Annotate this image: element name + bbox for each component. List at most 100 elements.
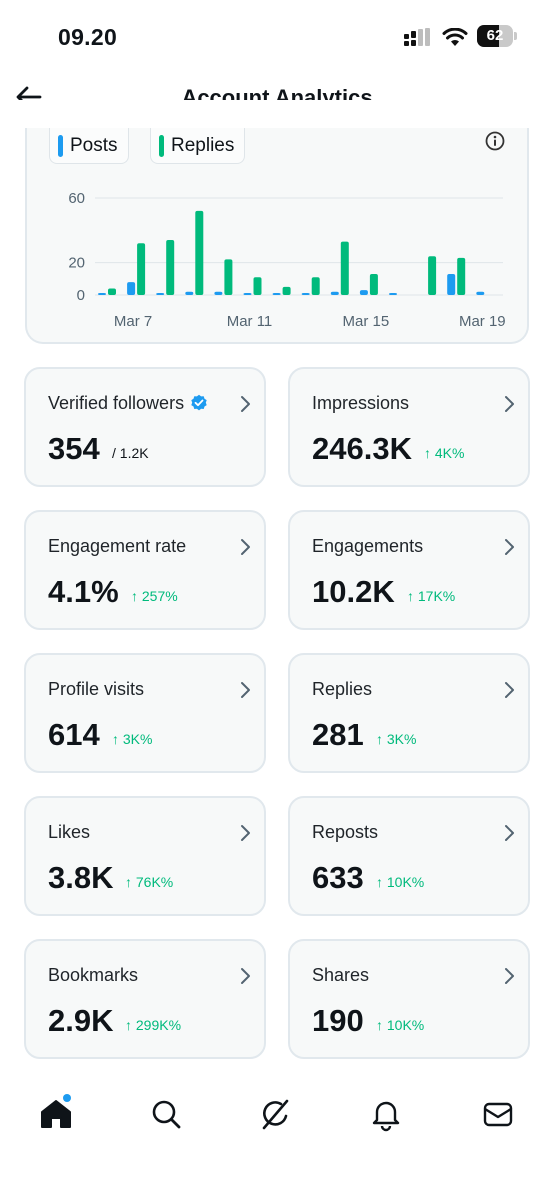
- x-tick-label: Mar 15: [343, 313, 390, 330]
- bar-replies-mar-17: [428, 256, 437, 295]
- bar-replies-mar-6: [108, 288, 116, 295]
- chevron-right-icon: [505, 968, 514, 984]
- stat-label: Verified followers: [48, 393, 208, 414]
- info-icon[interactable]: [484, 130, 506, 152]
- x-tick-label: Mar 11: [227, 313, 273, 330]
- stat-card-likes[interactable]: Likes 3.8K ↑ 76K%: [24, 796, 266, 916]
- bar-replies-mar-13: [311, 277, 320, 295]
- bar-posts-mar-11: [243, 293, 252, 295]
- stat-value: 2.9K: [48, 1003, 114, 1038]
- legend-swatch-posts: [58, 134, 63, 157]
- chevron-right-icon: [505, 539, 514, 555]
- bar-posts-mar-15: [359, 290, 368, 295]
- cellular-signal-icon: [404, 28, 430, 46]
- bar-posts-mar-8: [156, 293, 165, 295]
- stat-card-profile-visits[interactable]: Profile visits 614 ↑ 3K%: [24, 653, 266, 773]
- stat-change: ↑ 3K%: [376, 731, 417, 747]
- stat-card-engagement-rate[interactable]: Engagement rate 4.1% ↑ 257%: [24, 510, 266, 630]
- bar-posts-mar-13: [301, 293, 310, 295]
- bar-replies-mar-15: [369, 273, 378, 295]
- stat-change: ↑ 76K%: [125, 874, 174, 890]
- stat-value: 10.2K: [312, 574, 395, 609]
- stat-card-reposts[interactable]: Reposts 633 ↑ 10K%: [288, 796, 530, 916]
- stat-label: Engagements: [312, 536, 424, 556]
- home-notification-dot: [63, 1094, 71, 1102]
- legend-posts[interactable]: Posts: [49, 128, 129, 164]
- y-tick-label: 20: [68, 255, 85, 272]
- stat-card-verified-followers[interactable]: Verified followers 354 / 1.2K: [24, 367, 266, 487]
- stat-change: ↑ 257%: [131, 588, 178, 604]
- stat-value: 246.3K: [312, 431, 412, 466]
- battery-icon: 62: [477, 25, 517, 47]
- x-tick-label: Mar 19: [459, 313, 506, 330]
- bottom-tab-bar: [0, 1080, 554, 1150]
- chevron-right-icon: [241, 539, 250, 555]
- bar-posts-mar-12: [272, 293, 281, 295]
- stat-card-replies[interactable]: Replies 281 ↑ 3K%: [288, 653, 530, 773]
- legend-replies[interactable]: Replies: [150, 128, 246, 164]
- stat-change: ↑ 299K%: [125, 1017, 182, 1033]
- stat-value: 190: [312, 1003, 364, 1038]
- stat-value: 633: [312, 860, 364, 895]
- bar-replies-mar-18: [457, 257, 466, 295]
- chevron-right-icon: [241, 396, 250, 412]
- bar-posts-mar-7: [127, 282, 136, 295]
- home-icon[interactable]: [38, 1096, 74, 1132]
- stat-label: Bookmarks: [48, 965, 139, 985]
- status-time: 09.20: [58, 24, 118, 50]
- wifi-icon: [442, 28, 468, 46]
- bar-posts-mar-19: [476, 291, 485, 295]
- stat-card-impressions[interactable]: Impressions 246.3K ↑ 4K%: [288, 367, 530, 487]
- bar-posts-mar-14: [330, 291, 339, 295]
- stat-change: ↑ 10K%: [376, 1017, 425, 1033]
- bar-posts-mar-18: [447, 273, 456, 295]
- stat-value: 3.8K: [48, 860, 114, 895]
- stat-label: Shares: [312, 965, 370, 985]
- bar-replies-mar-7: [137, 243, 146, 295]
- chevron-right-icon: [241, 825, 250, 841]
- stat-label: Replies: [312, 679, 373, 699]
- bar-replies-mar-11: [253, 277, 262, 295]
- status-bar: 09.20 62: [0, 0, 554, 70]
- bar-replies-mar-10: [224, 259, 233, 295]
- bar-replies-mar-9: [195, 210, 204, 295]
- stat-card-bookmarks[interactable]: Bookmarks 2.9K ↑ 299K%: [24, 939, 266, 1059]
- bar-posts-mar-6: [98, 293, 106, 295]
- legend-swatch-replies: [159, 134, 164, 157]
- stat-value: 614: [48, 717, 100, 752]
- stat-card-shares[interactable]: Shares 190 ↑ 10K%: [288, 939, 530, 1059]
- verified-badge-icon: [191, 394, 207, 411]
- chevron-right-icon: [505, 682, 514, 698]
- bar-posts-mar-16: [389, 293, 397, 295]
- activity-bar-chart: 60 20 0 Mar 7 Mar 11 Mar 15 Mar 19: [68, 190, 506, 330]
- grok-icon[interactable]: [258, 1096, 294, 1132]
- stat-card-engagements[interactable]: Engagements 10.2K ↑ 17K%: [288, 510, 530, 630]
- stat-label: Impressions: [312, 393, 410, 413]
- chevron-right-icon: [241, 968, 250, 984]
- y-tick-label: 60: [68, 190, 85, 207]
- bar-replies-mar-14: [340, 241, 349, 295]
- stat-label: Profile visits: [48, 679, 145, 699]
- stat-label: Reposts: [312, 822, 379, 842]
- legend-label-replies: Replies: [171, 134, 235, 156]
- chevron-right-icon: [505, 825, 514, 841]
- chevron-right-icon: [241, 682, 250, 698]
- stat-label: Likes: [48, 822, 91, 842]
- stat-total: / 1.2K: [112, 445, 149, 461]
- bar-posts-mar-9: [185, 291, 194, 295]
- stat-value: 281: [312, 717, 364, 752]
- stat-change: ↑ 10K%: [376, 874, 425, 890]
- bar-replies-mar-12: [282, 286, 291, 295]
- stat-change: ↑ 4K%: [424, 445, 465, 461]
- y-tick-label: 0: [77, 287, 85, 304]
- battery-level: 62: [486, 27, 504, 44]
- notifications-icon[interactable]: [368, 1096, 404, 1132]
- stat-label: Engagement rate: [48, 536, 187, 556]
- legend-label-posts: Posts: [70, 134, 118, 156]
- messages-icon[interactable]: [480, 1096, 516, 1132]
- stat-value: 4.1%: [48, 574, 119, 609]
- search-icon[interactable]: [148, 1096, 184, 1132]
- stat-change: ↑ 3K%: [112, 731, 153, 747]
- bar-replies-mar-8: [166, 240, 175, 295]
- stat-change: ↑ 17K%: [407, 588, 456, 604]
